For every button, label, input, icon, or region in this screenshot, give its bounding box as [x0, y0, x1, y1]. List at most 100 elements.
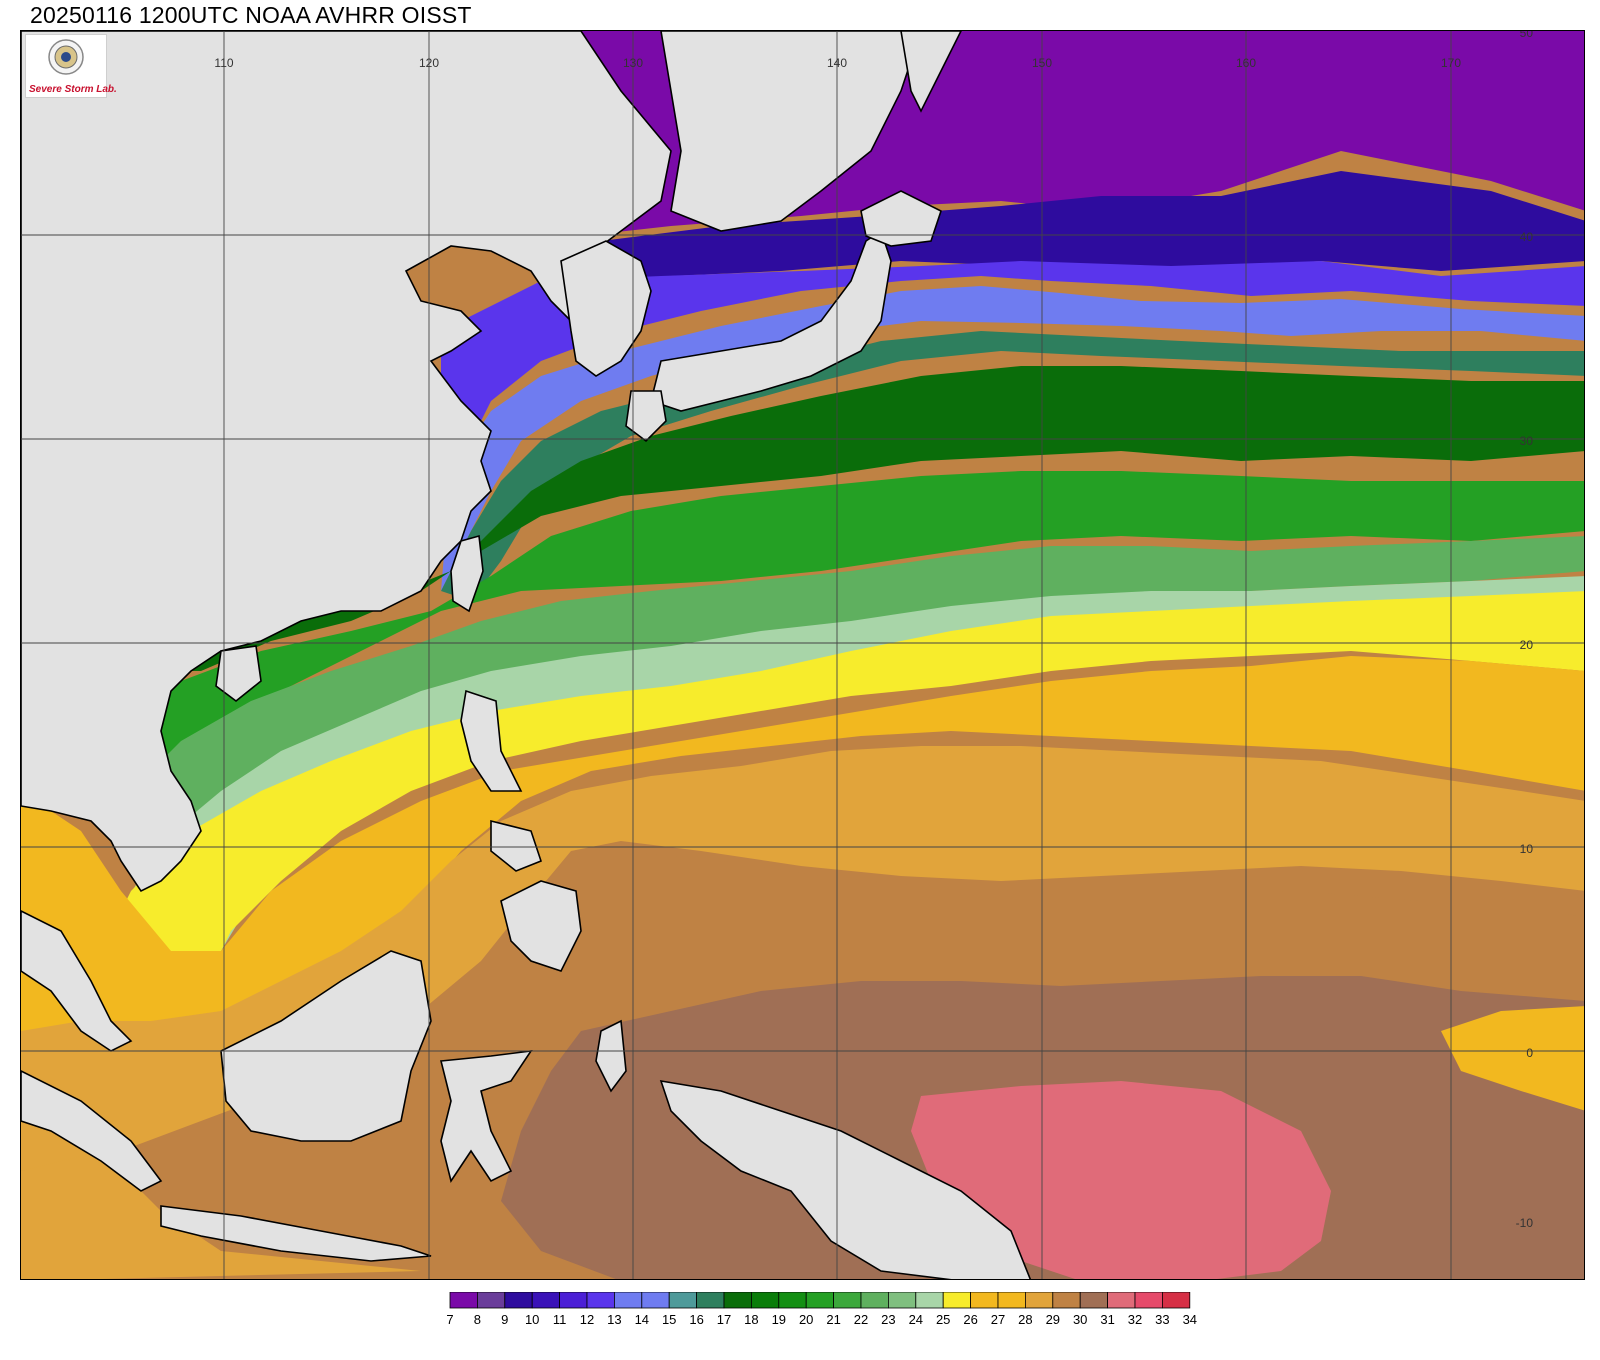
colorbar-label: 17: [717, 1312, 731, 1327]
band-26: [101, 591, 1584, 991]
colorbar-label: 14: [635, 1312, 649, 1327]
colorbar-label: 18: [744, 1312, 758, 1327]
colorbar-label: 32: [1128, 1312, 1142, 1327]
lat-label: 20: [1520, 638, 1534, 652]
colorbar-swatch: [1162, 1292, 1191, 1309]
colorbar-swatch: [833, 1292, 862, 1309]
lab-logo-text: Severe Storm Lab.: [29, 84, 117, 95]
colorbar-swatch: [696, 1292, 725, 1309]
colorbar-swatch: [860, 1292, 889, 1309]
mindanao: [500, 880, 582, 972]
japan-hokkaido: [860, 190, 942, 247]
korea-peninsula: [560, 240, 652, 377]
sst-bands: [21, 31, 1584, 1279]
lon-label: 150: [1032, 56, 1052, 70]
colorbar-canvas: 7 8 9 10 11 12 13 14 15 16 17 18 19 20 21 22 23 24 25 26 27 2…: [446, 1292, 1197, 1327]
band-21: [141, 471, 1584, 771]
colorbar-label: 22: [854, 1312, 868, 1327]
lat-label: -10: [1516, 1216, 1534, 1230]
band-32: [911, 1081, 1331, 1279]
band-10: [581, 171, 1584, 281]
colorbar-swatch: [1107, 1292, 1136, 1309]
band-14: [441, 286, 1584, 591]
colorbar-label: 29: [1046, 1312, 1060, 1327]
lat-label: 30: [1520, 434, 1534, 448]
lon-label: 130: [623, 56, 643, 70]
sumatra: [21, 1070, 163, 1192]
colorbar-swatch: [668, 1292, 698, 1309]
colorbar-swatch: [970, 1292, 999, 1309]
colorbar-swatch: [614, 1292, 643, 1309]
colorbar-label: 20: [799, 1312, 813, 1327]
colorbar-label: 13: [607, 1312, 621, 1327]
band-28-east: [1441, 1006, 1584, 1111]
colorbar-label: 19: [772, 1312, 786, 1327]
colorbar-swatch: [888, 1292, 917, 1309]
colorbar-label: 11: [553, 1312, 567, 1327]
colorbar-label: 21: [826, 1312, 840, 1327]
band-28: [21, 656, 1584, 1051]
japan-kyushu: [625, 390, 667, 443]
lon-label: 170: [1441, 56, 1461, 70]
colorbar-label: 33: [1155, 1312, 1169, 1327]
colorbar-label: 25: [936, 1312, 950, 1327]
lat-lon-grid: [21, 31, 1584, 1279]
colorbar-swatch: [751, 1292, 780, 1309]
colorbar-label: 9: [501, 1312, 508, 1327]
colorbar-swatch: [559, 1292, 588, 1309]
colorbar-label: 16: [689, 1312, 703, 1327]
colorbar-label: 34: [1183, 1312, 1197, 1327]
band-29: [21, 746, 1584, 1171]
band-23: [131, 536, 1584, 961]
colorbar-swatch: [805, 1292, 835, 1309]
colorbar-swatch: [942, 1292, 972, 1309]
band-29-south: [21, 1151, 421, 1279]
colorbar-swatch: [641, 1292, 670, 1309]
colorbar-label: 24: [909, 1312, 923, 1327]
colorbar-swatch: [997, 1292, 1026, 1309]
lon-labels: 110 120 130 140 150 160 170: [214, 56, 1461, 70]
map-title: 20250116 1200UTC NOAA AVHRR OISST: [30, 2, 472, 28]
colorbar-swatch: [531, 1292, 561, 1309]
colorbar-label: 31: [1100, 1312, 1114, 1327]
lon-label: 110: [214, 56, 233, 70]
colorbar-label: 23: [881, 1312, 895, 1327]
colorbar-swatch: [723, 1292, 752, 1309]
colorbar-label: 28: [1018, 1312, 1032, 1327]
lab-logo: Severe Storm Lab.: [25, 34, 117, 98]
colorbar-swatch: [586, 1292, 615, 1309]
halmahera: [595, 1019, 627, 1093]
lon-label: 160: [1236, 56, 1256, 70]
colorbar-label: 8: [474, 1312, 481, 1327]
land-masses: [21, 31, 1032, 1279]
sst-map: 110 120 130 140 150 160 170 50 40 30 20 …: [20, 30, 1585, 1280]
colorbar: 7 8 9 10 11 12 13 14 15 16 17 18 19 20 21 22 23 24 25 26 27 2…: [0, 1292, 1600, 1352]
colorbar-swatch: [778, 1292, 807, 1309]
colorbar-label: 15: [662, 1312, 676, 1327]
java: [160, 1205, 432, 1262]
lat-label: 40: [1520, 230, 1534, 244]
colorbar-swatch: [1025, 1292, 1054, 1309]
colorbar-swatch: [1052, 1292, 1081, 1309]
colorbar-swatch: [476, 1292, 506, 1309]
colorbar-swatch: [915, 1292, 944, 1309]
malay-peninsula: [21, 910, 133, 1052]
colorbar-label: 10: [525, 1312, 539, 1327]
colorbar-label: 7: [446, 1312, 453, 1327]
lon-label: 140: [827, 56, 847, 70]
colorbar-label: 12: [580, 1312, 594, 1327]
lon-label: 120: [419, 56, 439, 70]
colorbar-swatch: [449, 1292, 478, 1309]
lat-labels: 50 40 30 20 10 0 -10: [1516, 31, 1534, 1230]
borneo: [220, 950, 432, 1142]
colorbar-swatch: [1079, 1292, 1108, 1309]
visayas: [490, 819, 542, 872]
colorbar-swatch: [504, 1292, 533, 1309]
japan-honshu: [650, 229, 892, 412]
band-18: [161, 366, 1584, 671]
severe-storm-lab-emblem-icon: [48, 39, 84, 75]
hainan: [215, 645, 262, 703]
lat-label: 0: [1526, 1046, 1533, 1060]
lat-label: 10: [1520, 842, 1534, 856]
kamchatka: [900, 31, 962, 113]
